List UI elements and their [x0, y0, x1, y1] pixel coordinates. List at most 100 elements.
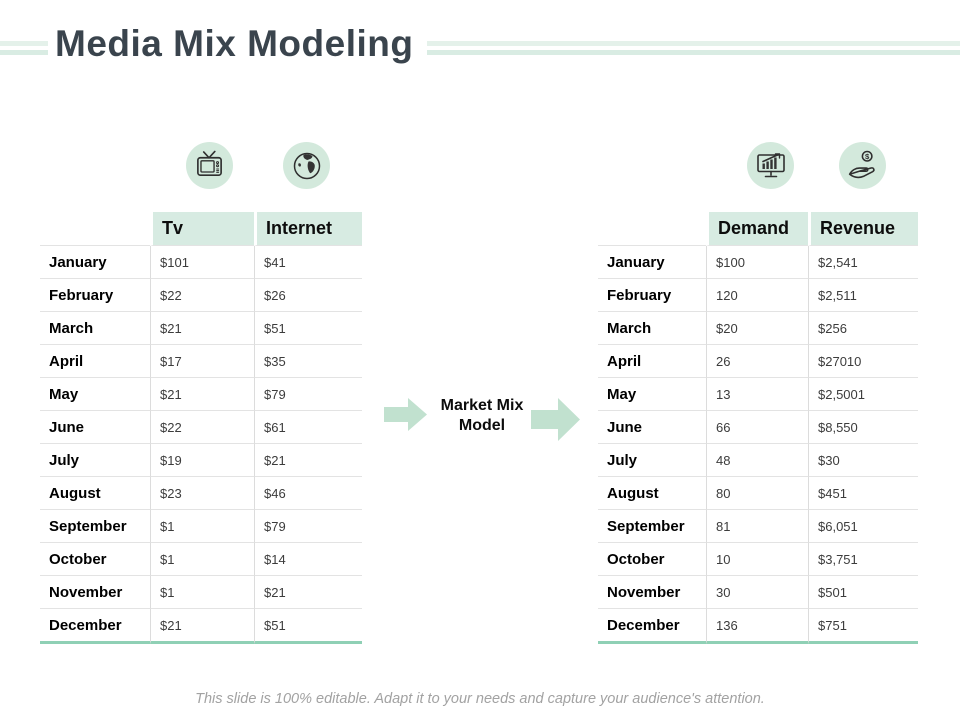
- value-cell: 81: [706, 510, 808, 543]
- month-label: August: [40, 477, 150, 510]
- column-header: Revenue: [808, 212, 918, 246]
- month-label: July: [40, 444, 150, 477]
- value-cell: $1: [150, 543, 254, 576]
- value-cell: 120: [706, 279, 808, 312]
- table-row: January $100 $2,541: [598, 246, 918, 279]
- table-row: December $21 $51: [40, 609, 362, 644]
- month-label: October: [40, 543, 150, 576]
- accent-stripe: [0, 41, 960, 46]
- right-arrow-icon: [384, 398, 427, 431]
- value-cell: $22: [150, 411, 254, 444]
- value-cell: $2,5001: [808, 378, 918, 411]
- header-row: Demand Revenue: [598, 212, 918, 246]
- month-label: September: [40, 510, 150, 543]
- table-row: December 136 $751: [598, 609, 918, 644]
- media-spend-table: Tv Internet January $101 $41 February $22 $26 M…: [40, 212, 362, 644]
- value-cell: 10: [706, 543, 808, 576]
- table-row: January $101 $41: [40, 246, 362, 279]
- title-accent-stripes: [0, 41, 960, 55]
- empty-header-cell: [598, 212, 706, 246]
- column-header: Demand: [706, 212, 808, 246]
- value-cell: $14: [254, 543, 362, 576]
- month-label: December: [40, 609, 150, 644]
- column-header: Tv: [150, 212, 254, 246]
- value-cell: $51: [254, 609, 362, 644]
- value-cell: $19: [150, 444, 254, 477]
- tv-icon: [197, 150, 222, 177]
- table-row: July $19 $21: [40, 444, 362, 477]
- table-row: July 48 $30: [598, 444, 918, 477]
- value-cell: 66: [706, 411, 808, 444]
- value-cell: $21: [254, 576, 362, 609]
- table-row: June $22 $61: [40, 411, 362, 444]
- table-row: March $21 $51: [40, 312, 362, 345]
- value-cell: $21: [150, 609, 254, 644]
- column-header: Internet: [254, 212, 362, 246]
- value-cell: 48: [706, 444, 808, 477]
- table-row: November $1 $21: [40, 576, 362, 609]
- table-row: September 81 $6,051: [598, 510, 918, 543]
- empty-header-cell: [40, 212, 150, 246]
- value-cell: $26: [254, 279, 362, 312]
- globe-icon-badge: [283, 142, 330, 189]
- month-label: May: [598, 378, 706, 411]
- value-cell: $46: [254, 477, 362, 510]
- month-label: June: [40, 411, 150, 444]
- value-cell: $6,051: [808, 510, 918, 543]
- hand-dollar-icon: $: [848, 150, 875, 179]
- value-cell: $22: [150, 279, 254, 312]
- month-label: July: [598, 444, 706, 477]
- tv-icon-badge: [186, 142, 233, 189]
- table-row: May $21 $79: [40, 378, 362, 411]
- value-cell: $61: [254, 411, 362, 444]
- table-row: August 80 $451: [598, 477, 918, 510]
- value-cell: $1: [150, 576, 254, 609]
- value-cell: $3,751: [808, 543, 918, 576]
- value-cell: $451: [808, 477, 918, 510]
- outcome-table: Demand Revenue January $100 $2,541 February 1…: [598, 212, 918, 644]
- value-cell: 80: [706, 477, 808, 510]
- month-label: March: [598, 312, 706, 345]
- value-cell: $79: [254, 378, 362, 411]
- value-cell: 26: [706, 345, 808, 378]
- value-cell: 136: [706, 609, 808, 644]
- month-label: April: [598, 345, 706, 378]
- hand-dollar-icon-badge: $: [839, 142, 886, 189]
- footer-note: This slide is 100% editable. Adapt it to…: [195, 691, 765, 707]
- month-label: June: [598, 411, 706, 444]
- table-row: April $17 $35: [40, 345, 362, 378]
- month-label: November: [40, 576, 150, 609]
- month-label: January: [598, 246, 706, 279]
- value-cell: $21: [254, 444, 362, 477]
- table-row: February $22 $26: [40, 279, 362, 312]
- month-label: February: [598, 279, 706, 312]
- table-row: September $1 $79: [40, 510, 362, 543]
- value-cell: $21: [150, 312, 254, 345]
- value-cell: $41: [254, 246, 362, 279]
- value-cell: $23: [150, 477, 254, 510]
- value-cell: $8,550: [808, 411, 918, 444]
- value-cell: $751: [808, 609, 918, 644]
- month-label: February: [40, 279, 150, 312]
- table-row: May 13 $2,5001: [598, 378, 918, 411]
- month-label: May: [40, 378, 150, 411]
- month-label: April: [40, 345, 150, 378]
- chart-monitor-icon-badge: [747, 142, 794, 189]
- month-label: August: [598, 477, 706, 510]
- value-cell: $30: [808, 444, 918, 477]
- table-row: March $20 $256: [598, 312, 918, 345]
- value-cell: $51: [254, 312, 362, 345]
- value-cell: $35: [254, 345, 362, 378]
- value-cell: $27010: [808, 345, 918, 378]
- table-row: June 66 $8,550: [598, 411, 918, 444]
- header-row: Tv Internet: [40, 212, 362, 246]
- month-label: March: [40, 312, 150, 345]
- globe-icon: [293, 152, 320, 179]
- value-cell: $101: [150, 246, 254, 279]
- table-row: April 26 $27010: [598, 345, 918, 378]
- month-label: December: [598, 609, 706, 644]
- table-row: October $1 $14: [40, 543, 362, 576]
- accent-stripe: [0, 50, 960, 55]
- month-label: October: [598, 543, 706, 576]
